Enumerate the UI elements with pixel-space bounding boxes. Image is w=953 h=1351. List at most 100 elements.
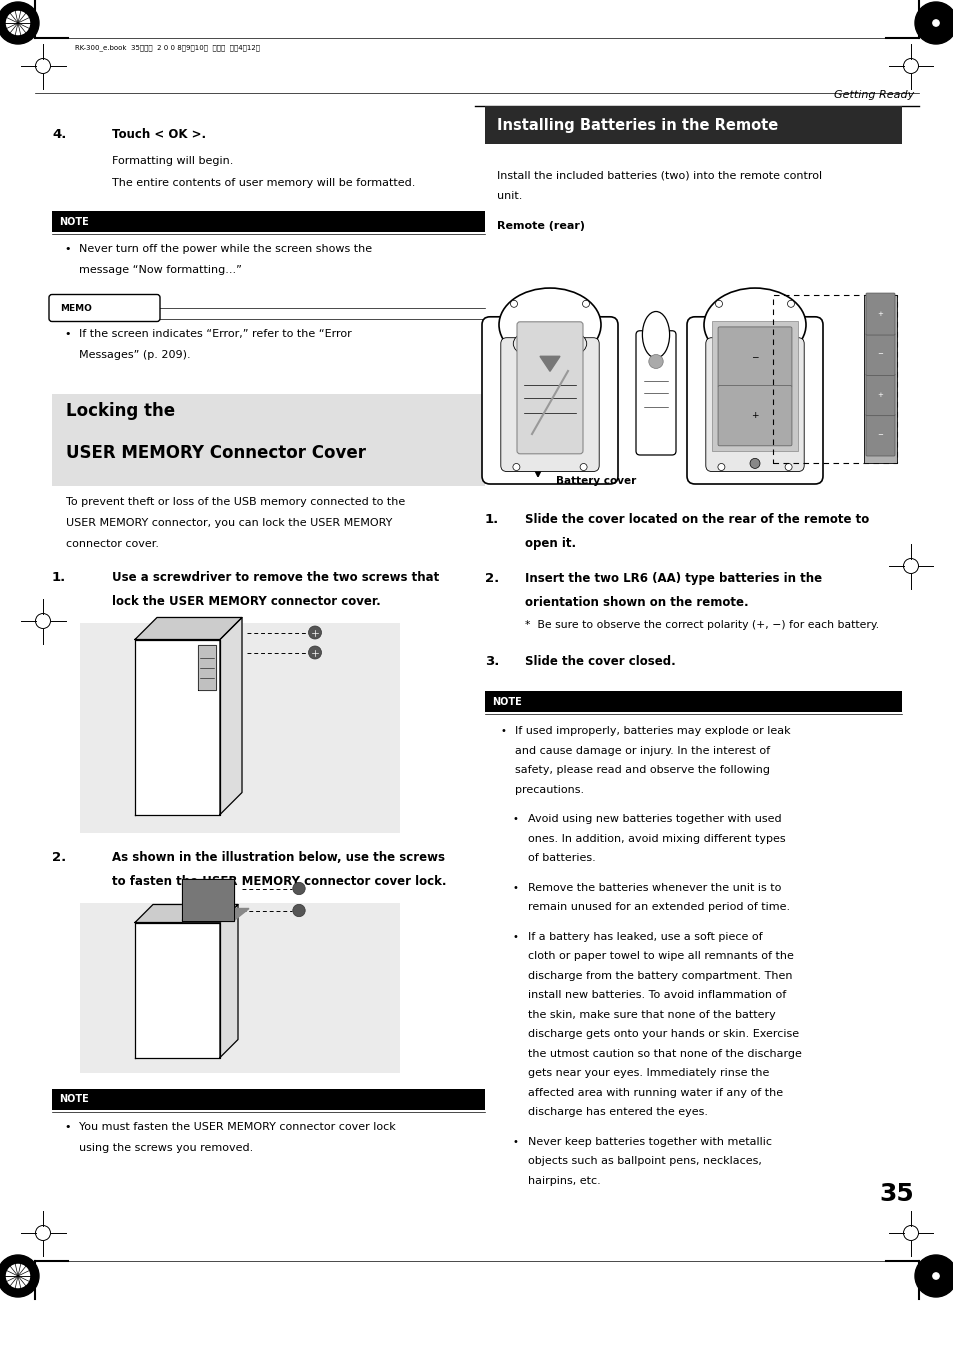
- Text: Never keep batteries together with metallic: Never keep batteries together with metal…: [527, 1136, 771, 1147]
- Circle shape: [784, 463, 791, 470]
- Bar: [80, 902, 399, 1073]
- Text: 1.: 1.: [52, 570, 66, 584]
- Text: *  Be sure to observe the correct polarity (+, −) for each battery.: * Be sure to observe the correct polarit…: [524, 620, 879, 630]
- Text: Formatting will begin.: Formatting will begin.: [112, 155, 233, 166]
- Text: •: •: [64, 1121, 71, 1132]
- Polygon shape: [220, 905, 237, 1058]
- Text: Remote (rear): Remote (rear): [497, 222, 584, 231]
- Text: NOTE: NOTE: [59, 216, 89, 227]
- Circle shape: [7, 1265, 30, 1288]
- Text: NOTE: NOTE: [59, 1094, 89, 1104]
- FancyBboxPatch shape: [52, 211, 484, 232]
- Text: The entire contents of user memory will be formatted.: The entire contents of user memory will …: [112, 178, 415, 188]
- Polygon shape: [182, 878, 233, 920]
- Circle shape: [932, 1273, 938, 1279]
- Circle shape: [308, 626, 321, 639]
- Text: USER MEMORY Connector Cover: USER MEMORY Connector Cover: [66, 443, 366, 462]
- Text: Slide the cover located on the rear of the remote to: Slide the cover located on the rear of t…: [524, 513, 868, 526]
- Ellipse shape: [648, 354, 662, 369]
- Text: open it.: open it.: [524, 536, 576, 550]
- Text: unit.: unit.: [497, 190, 522, 201]
- Polygon shape: [182, 908, 249, 920]
- Text: 35: 35: [879, 1182, 913, 1206]
- Text: −: −: [877, 351, 882, 358]
- Bar: [772, 296, 896, 463]
- Circle shape: [914, 1255, 953, 1297]
- Bar: [711, 320, 798, 451]
- Circle shape: [293, 904, 305, 917]
- Text: precautions.: precautions.: [515, 785, 583, 794]
- Text: affected area with running water if any of the: affected area with running water if any …: [527, 1088, 782, 1097]
- Text: to fasten the USER MEMORY connector cover lock.: to fasten the USER MEMORY connector cove…: [112, 874, 446, 888]
- FancyBboxPatch shape: [718, 385, 791, 446]
- Circle shape: [0, 1, 39, 45]
- Text: NOTE: NOTE: [492, 697, 521, 707]
- Circle shape: [308, 646, 321, 659]
- Circle shape: [749, 458, 760, 469]
- Text: USER MEMORY connector, you can lock the USER MEMORY: USER MEMORY connector, you can lock the …: [66, 517, 392, 527]
- Text: the utmost caution so that none of the discharge: the utmost caution so that none of the d…: [527, 1048, 801, 1058]
- FancyBboxPatch shape: [484, 105, 901, 145]
- Text: ones. In addition, avoid mixing different types: ones. In addition, avoid mixing differen…: [527, 834, 785, 843]
- Text: If used improperly, batteries may explode or leak: If used improperly, batteries may explod…: [515, 725, 790, 736]
- Text: discharge gets onto your hands or skin. Exercise: discharge gets onto your hands or skin. …: [527, 1029, 799, 1039]
- Text: 2.: 2.: [52, 851, 66, 863]
- FancyBboxPatch shape: [636, 331, 676, 455]
- Circle shape: [582, 300, 589, 307]
- FancyBboxPatch shape: [865, 374, 894, 416]
- Text: Installing Batteries in the Remote: Installing Batteries in the Remote: [497, 118, 778, 132]
- Text: 3.: 3.: [484, 655, 498, 667]
- Text: discharge has entered the eyes.: discharge has entered the eyes.: [527, 1106, 707, 1117]
- Text: Messages” (p. 209).: Messages” (p. 209).: [79, 350, 191, 359]
- Text: the skin, make sure that none of the battery: the skin, make sure that none of the bat…: [527, 1009, 775, 1020]
- Text: −: −: [877, 432, 882, 438]
- Text: If a battery has leaked, use a soft piece of: If a battery has leaked, use a soft piec…: [527, 931, 761, 942]
- Text: Use a screwdriver to remove the two screws that: Use a screwdriver to remove the two scre…: [112, 570, 438, 584]
- Text: 4.: 4.: [52, 128, 67, 141]
- FancyBboxPatch shape: [481, 316, 618, 484]
- FancyBboxPatch shape: [705, 338, 803, 471]
- Text: Touch < OK >.: Touch < OK >.: [112, 128, 206, 141]
- Circle shape: [510, 300, 517, 307]
- Bar: [863, 296, 896, 463]
- Ellipse shape: [641, 312, 669, 358]
- Circle shape: [293, 882, 305, 894]
- Text: Install the included batteries (two) into the remote control: Install the included batteries (two) int…: [497, 170, 821, 180]
- Text: You must fasten the USER MEMORY connector cover lock: You must fasten the USER MEMORY connecto…: [79, 1121, 395, 1132]
- FancyBboxPatch shape: [718, 327, 791, 388]
- Text: objects such as ballpoint pens, necklaces,: objects such as ballpoint pens, necklace…: [527, 1156, 761, 1166]
- Polygon shape: [539, 357, 559, 372]
- Polygon shape: [135, 617, 242, 639]
- Text: remain unused for an extended period of time.: remain unused for an extended period of …: [527, 902, 789, 912]
- Bar: [80, 623, 399, 832]
- Text: •: •: [513, 815, 518, 824]
- Ellipse shape: [513, 327, 586, 361]
- Text: MEMO: MEMO: [60, 304, 91, 312]
- Text: Remove the batteries whenever the unit is to: Remove the batteries whenever the unit i…: [527, 882, 781, 893]
- Text: safety, please read and observe the following: safety, please read and observe the foll…: [515, 765, 769, 775]
- FancyBboxPatch shape: [52, 393, 484, 485]
- Text: •: •: [513, 931, 518, 942]
- Text: +: +: [750, 411, 758, 420]
- Text: •: •: [499, 725, 505, 736]
- Ellipse shape: [703, 288, 805, 362]
- Ellipse shape: [498, 288, 600, 362]
- Text: As shown in the illustration below, use the screws: As shown in the illustration below, use …: [112, 851, 444, 863]
- Circle shape: [715, 300, 721, 307]
- FancyBboxPatch shape: [52, 1089, 484, 1109]
- Text: install new batteries. To avoid inflammation of: install new batteries. To avoid inflamma…: [527, 990, 785, 1000]
- FancyBboxPatch shape: [500, 338, 598, 471]
- Circle shape: [932, 20, 938, 26]
- Text: orientation shown on the remote.: orientation shown on the remote.: [524, 596, 748, 609]
- Text: 1.: 1.: [484, 513, 498, 526]
- Text: gets near your eyes. Immediately rinse the: gets near your eyes. Immediately rinse t…: [527, 1069, 768, 1078]
- Text: •: •: [64, 328, 71, 339]
- Text: Battery cover: Battery cover: [556, 476, 636, 486]
- Text: Getting Ready: Getting Ready: [833, 91, 913, 100]
- Text: Never turn off the power while the screen shows the: Never turn off the power while the scree…: [79, 245, 372, 254]
- Circle shape: [718, 463, 724, 470]
- Polygon shape: [135, 923, 220, 1058]
- Polygon shape: [220, 617, 242, 815]
- Text: of batteries.: of batteries.: [527, 852, 595, 863]
- Circle shape: [914, 1, 953, 45]
